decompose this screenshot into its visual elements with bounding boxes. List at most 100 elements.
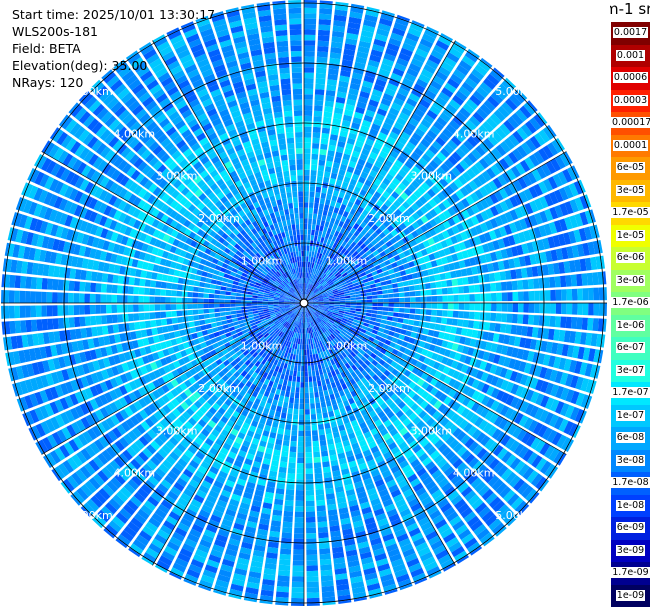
range-gate-cell (525, 434, 537, 447)
range-gate-cell (301, 355, 304, 361)
range-gate-cell (479, 312, 486, 321)
range-gate-cell (495, 144, 507, 157)
range-gate-cell (254, 455, 263, 463)
range-gate-cell (437, 265, 445, 273)
range-gate-cell (262, 430, 270, 437)
range-gate-cell (328, 309, 334, 313)
range-gate-cell (368, 346, 375, 353)
range-gate-cell (300, 306, 303, 312)
range-gate-cell (48, 331, 56, 344)
range-gate-cell (438, 35, 452, 46)
range-gate-cell (523, 362, 532, 374)
range-gate-cell (454, 40, 467, 50)
range-gate-cell (396, 533, 409, 543)
range-gate-cell (375, 220, 383, 228)
range-gate-cell (249, 510, 260, 518)
range-gate-cell (504, 270, 512, 280)
range-gate-cell (453, 243, 461, 253)
range-gate-cell (177, 358, 186, 366)
range-gate-cell (209, 447, 219, 456)
range-gate-cell (382, 122, 393, 131)
range-gate-cell (342, 264, 349, 270)
range-gate-cell (307, 303, 313, 306)
range-gate-cell (192, 455, 202, 465)
range-gate-cell (331, 195, 338, 202)
range-gate-cell (446, 196, 456, 206)
range-gate-cell (44, 403, 55, 417)
range-gate-cell (271, 339, 277, 346)
range-gate-cell (521, 431, 532, 444)
range-gate-cell (485, 303, 492, 311)
range-gate-cell (226, 363, 234, 371)
range-gate-cell (468, 457, 480, 469)
range-gate-cell (262, 502, 273, 510)
range-gate-cell (377, 132, 388, 141)
range-gate-cell (588, 303, 594, 316)
range-gate-cell (304, 121, 312, 127)
range-gate-cell (334, 567, 347, 575)
range-gate-cell (397, 503, 409, 513)
range-gate-cell (509, 195, 519, 208)
range-gate-cell (477, 173, 487, 185)
range-gate-cell (365, 288, 372, 293)
range-gate-cell (350, 509, 361, 518)
range-gate-cell (180, 373, 188, 382)
range-gate-cell (154, 343, 162, 351)
range-gate-cell (133, 389, 142, 400)
range-gate-cell (539, 479, 550, 492)
range-gate-cell (305, 288, 308, 295)
range-gate-cell (534, 132, 546, 146)
range-gate-cell (246, 481, 256, 489)
range-gate-cell (395, 498, 407, 508)
range-gate-cell (328, 293, 334, 297)
range-gate-cell (400, 47, 413, 57)
range-gate-cell (318, 159, 326, 166)
range-gate-cell (318, 253, 323, 260)
range-gate-cell (501, 292, 508, 302)
range-gate-cell (162, 429, 172, 440)
range-gate-cell (307, 304, 313, 307)
range-gate-cell (221, 403, 229, 411)
range-gate-cell (406, 325, 414, 331)
range-gate-cell (370, 342, 378, 349)
range-gate-cell (100, 347, 108, 357)
range-gate-cell (203, 335, 210, 342)
range-gate-cell (322, 412, 329, 419)
range-gate-cell (528, 154, 540, 167)
range-gate-cell (347, 232, 354, 239)
range-gate-cell (269, 322, 275, 328)
range-gate-cell (286, 309, 292, 312)
range-gate-cell (80, 376, 89, 388)
range-gate-cell (229, 349, 236, 356)
range-gate-cell (327, 210, 333, 218)
range-gate-cell (461, 328, 468, 336)
range-gate-cell (444, 159, 454, 170)
range-gate-cell (286, 323, 291, 329)
range-gate-cell (474, 359, 482, 369)
range-gate-cell (312, 300, 319, 302)
range-gate-cell (404, 517, 416, 528)
range-gate-cell (212, 442, 222, 452)
range-gate-cell (170, 422, 180, 432)
range-gate-cell (306, 581, 319, 588)
range-gate-cell (220, 316, 227, 321)
range-gate-cell (504, 369, 513, 380)
range-gate-cell (369, 169, 378, 178)
range-gate-cell (557, 171, 568, 185)
range-gate-cell (313, 343, 317, 349)
range-gate-cell (246, 520, 258, 529)
range-gate-cell (325, 286, 331, 291)
range-gate-cell (245, 587, 259, 595)
range-gate-cell (451, 166, 461, 177)
range-gate-cell (295, 321, 298, 327)
range-gate-cell (428, 144, 439, 155)
range-gate-cell (258, 369, 265, 377)
range-gate-cell (432, 410, 442, 420)
range-gate-cell (360, 243, 367, 250)
range-gate-cell (397, 239, 405, 247)
range-gate-cell (370, 216, 378, 224)
range-gate-cell (299, 327, 302, 334)
range-gate-cell (217, 529, 230, 538)
range-gate-cell (317, 165, 325, 172)
range-gate-cell (345, 300, 351, 303)
